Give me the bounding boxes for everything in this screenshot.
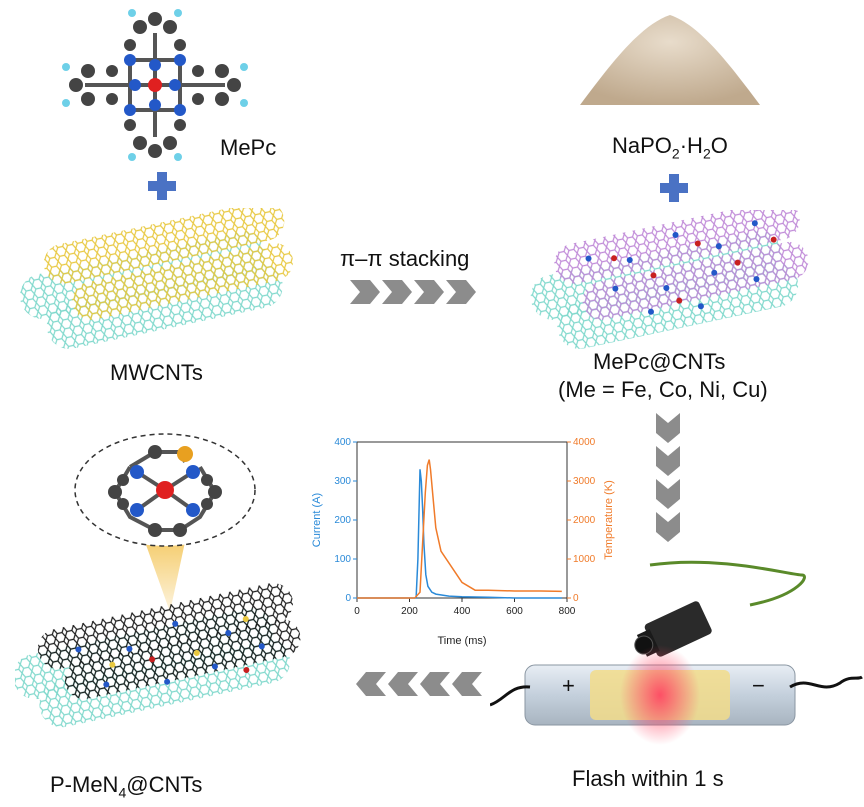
naph2o-text-1: NaPO — [612, 133, 672, 158]
mwcnts-image — [19, 208, 293, 349]
y-left-tick-label: 400 — [334, 437, 351, 448]
product-text-2: @CNTs — [126, 772, 203, 797]
current-series-line — [357, 469, 562, 599]
product-sub: 4 — [118, 784, 127, 801]
y-right-tick-label: 3000 — [573, 476, 596, 487]
down-arrow-chevrons — [656, 413, 680, 542]
plus-icon — [148, 172, 176, 200]
mepc-label: MePc — [220, 135, 277, 160]
x-tick-label: 200 — [401, 606, 418, 617]
product-label: P-MeN4@CNTs — [50, 772, 202, 800]
x-axis-label: Time (ms) — [437, 635, 486, 647]
naph2o-text-3: O — [710, 133, 728, 158]
y-left-tick-label: 300 — [334, 476, 351, 487]
y-left-tick-label: 100 — [334, 554, 351, 565]
right-arrow-chevrons — [350, 280, 476, 304]
plus-icon — [660, 174, 688, 202]
naph2o-text-2: ·H — [679, 133, 703, 158]
y-right-tick-label: 1000 — [573, 554, 596, 565]
flash-apparatus-image: + − — [490, 560, 863, 745]
temperature-series-line — [357, 459, 562, 599]
x-tick-label: 800 — [559, 606, 576, 617]
y-left-axis-label: Current (A) — [311, 493, 323, 547]
naph2o-label: NaPO2·H2O — [612, 133, 728, 161]
product-structure-image — [15, 433, 301, 728]
naph2o-sub-1: 2 — [671, 145, 680, 162]
left-arrow-chevrons — [356, 672, 482, 696]
stacking-label: π–π stacking — [340, 246, 470, 271]
naph2o-sub-2: 2 — [702, 145, 711, 162]
mepc-molecule-image — [62, 9, 248, 161]
x-tick-label: 400 — [454, 606, 471, 617]
mepc-cnts-label: MePc@CNTs — [593, 349, 726, 374]
y-right-tick-label: 4000 — [573, 437, 596, 448]
y-right-tick-label: 2000 — [573, 515, 596, 526]
negative-terminal-sign: − — [752, 673, 765, 698]
sodium-hypophosphite-powder-image — [580, 15, 760, 105]
y-left-tick-label: 0 — [345, 593, 351, 604]
x-tick-label: 0 — [354, 606, 360, 617]
current-temperature-chart: 0 200 400 600 800010020030040001000200030004… — [311, 437, 615, 647]
metals-label: (Me = Fe, Co, Ni, Cu) — [558, 377, 768, 402]
y-right-axis-label: Temperature (K) — [603, 480, 615, 559]
flash-label: Flash within 1 s — [572, 766, 724, 791]
y-left-tick-label: 200 — [334, 515, 351, 526]
positive-terminal-sign: + — [562, 673, 575, 698]
product-text-1: P-MeN — [50, 772, 119, 797]
y-right-tick-label: 0 — [573, 593, 579, 604]
x-tick-label: 600 — [506, 606, 523, 617]
mwcnts-label: MWCNTs — [110, 360, 203, 385]
mepc-cnts-image — [530, 210, 809, 349]
